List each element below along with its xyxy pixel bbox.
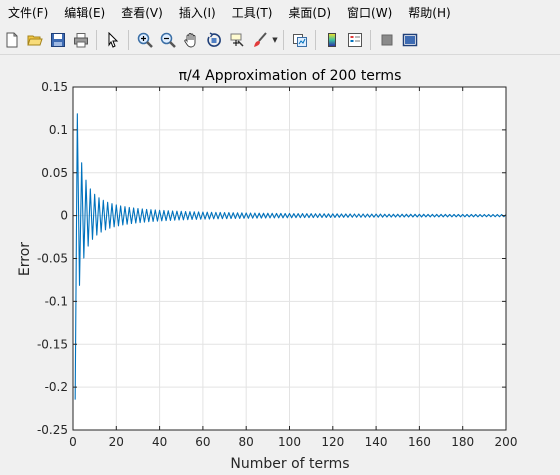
toolbar-separator	[370, 30, 371, 50]
x-tick-label: 80	[239, 435, 254, 449]
open-file-icon[interactable]	[24, 29, 46, 51]
y-tick-label: -0.2	[45, 380, 68, 394]
y-tick-label: -0.25	[37, 423, 68, 437]
y-tick-label: -0.05	[37, 252, 68, 266]
chart-title: π/4 Approximation of 200 terms	[179, 68, 402, 84]
menu-insert[interactable]: 插入(I)	[178, 6, 216, 20]
y-tick-label: 0.1	[49, 123, 68, 137]
x-tick-label: 20	[109, 435, 124, 449]
menu-file[interactable]: 文件(F)	[8, 6, 49, 20]
menu-window[interactable]: 窗口(W)	[347, 6, 393, 20]
print-icon[interactable]	[70, 29, 92, 51]
menu-edit[interactable]: 编辑(E)	[64, 6, 106, 20]
y-tick-label: 0.05	[41, 166, 68, 180]
series-line	[74, 113, 507, 400]
data-cursor-icon[interactable]	[226, 29, 248, 51]
x-tick-label: 40	[152, 435, 167, 449]
x-tick-label: 180	[451, 435, 474, 449]
plot-figure: 0 20 40 60 80 100 120 140 160 180 200 -0.25 -0.2 -0.1…	[17, 68, 518, 472]
brush-icon[interactable]	[249, 29, 271, 51]
x-axis-label: Number of terms	[230, 456, 349, 472]
x-tick-label: 120	[321, 435, 344, 449]
toolbar-separator	[283, 30, 284, 50]
menu-tools[interactable]: 工具(T)	[231, 6, 273, 20]
link-plot-icon[interactable]	[289, 29, 311, 51]
figure-toolbar: ▼	[0, 26, 560, 55]
menu-desktop[interactable]: 桌面(D)	[288, 6, 332, 20]
toolbar-separator	[315, 30, 316, 50]
toolbar-separator	[128, 30, 129, 50]
y-tick-label: 0	[60, 209, 68, 223]
x-tick-label: 60	[195, 435, 210, 449]
zoom-out-icon[interactable]	[157, 29, 179, 51]
y-tick-label: -0.1	[45, 294, 68, 308]
zoom-in-icon[interactable]	[134, 29, 156, 51]
colorbar-icon[interactable]	[321, 29, 343, 51]
select-arrow-icon[interactable]	[102, 29, 124, 51]
show-plot-tools-icon[interactable]	[399, 29, 421, 51]
toolbar-separator	[96, 30, 97, 50]
menu-view[interactable]: 查看(V)	[121, 6, 163, 20]
y-axis-label: Error	[17, 242, 33, 276]
hide-plot-tools-icon[interactable]	[376, 29, 398, 51]
rotate-3d-icon[interactable]	[203, 29, 225, 51]
x-tick-label: 0	[69, 435, 77, 449]
legend-icon[interactable]	[344, 29, 366, 51]
x-tick-label: 100	[278, 435, 301, 449]
y-tick-label: -0.15	[37, 337, 68, 351]
pan-hand-icon[interactable]	[180, 29, 202, 51]
x-tick-label: 160	[408, 435, 431, 449]
x-tick-label: 140	[365, 435, 388, 449]
brush-dropdown-icon[interactable]: ▼	[272, 36, 278, 44]
save-icon[interactable]	[47, 29, 69, 51]
y-tick-label: 0.15	[41, 80, 68, 94]
menu-bar: 文件(F) 编辑(E) 查看(V) 插入(I) 工具(T) 桌面(D) 窗口(W…	[0, 0, 560, 26]
new-figure-icon[interactable]	[1, 29, 23, 51]
x-tick-label: 200	[495, 435, 518, 449]
menu-help[interactable]: 帮助(H)	[408, 6, 451, 20]
